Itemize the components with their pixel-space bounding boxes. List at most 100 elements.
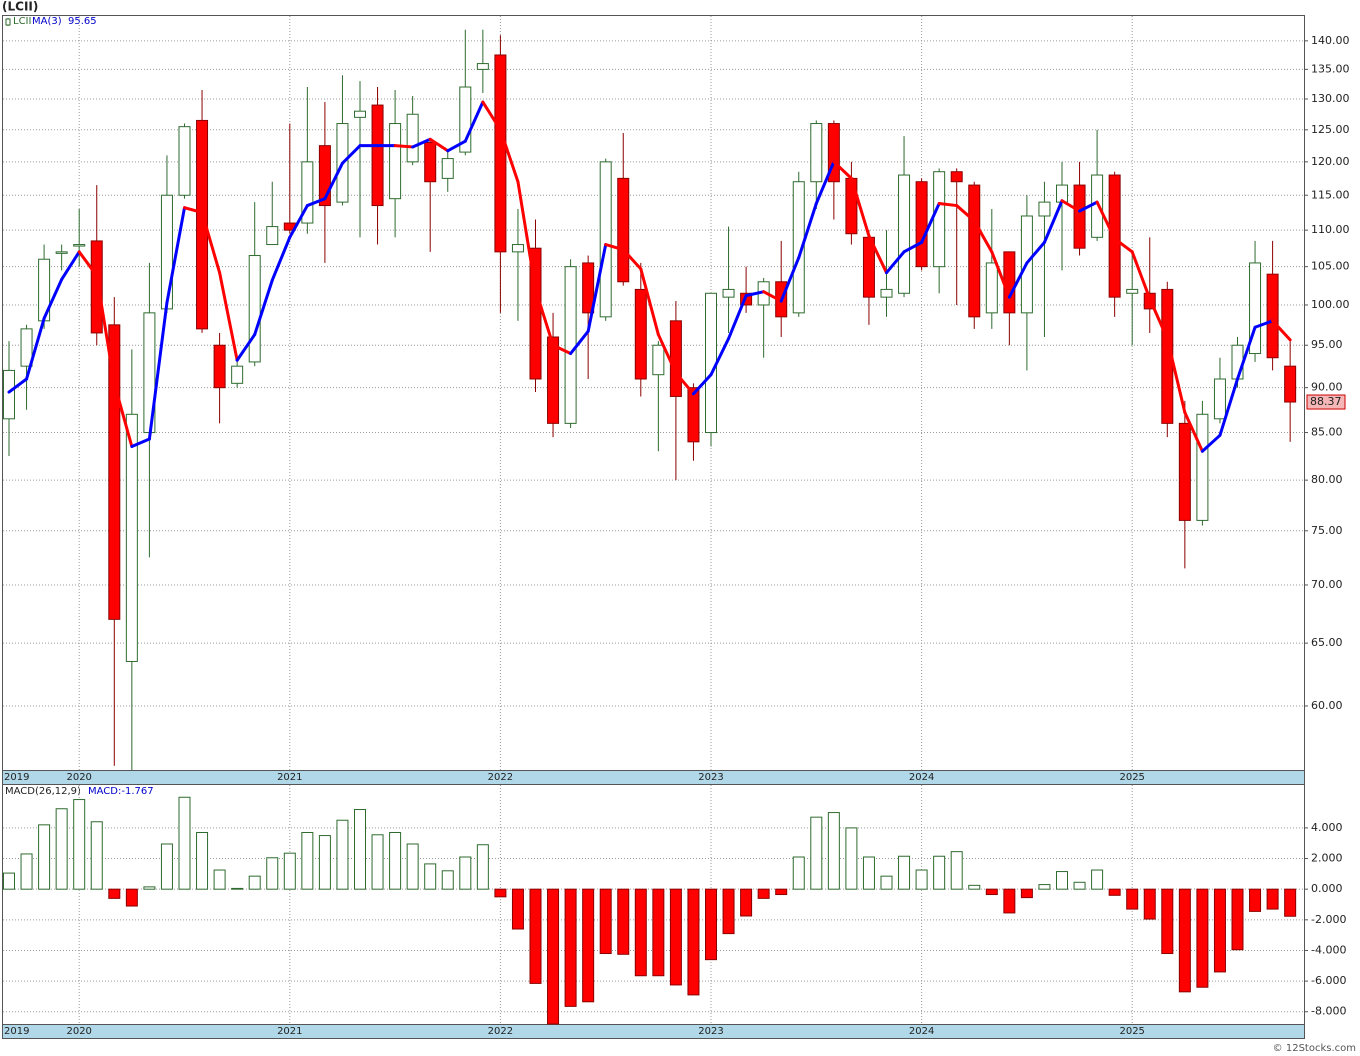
y-tick-label: 80.00 xyxy=(1311,473,1343,486)
date-bar xyxy=(2,1024,1305,1039)
macd-bar xyxy=(915,869,928,890)
candle-body xyxy=(880,288,893,298)
macd-bar xyxy=(371,834,384,890)
macd-bar xyxy=(511,888,524,930)
y-tick-label: 85.00 xyxy=(1311,426,1343,439)
y-tick-label: 75.00 xyxy=(1311,524,1343,537)
ma-line xyxy=(1042,199,1064,244)
ma-line xyxy=(516,180,537,291)
macd-bar xyxy=(617,888,630,955)
macd-bar xyxy=(494,888,507,898)
macd-bar xyxy=(1231,888,1244,951)
ma-line xyxy=(955,204,976,223)
candle-body xyxy=(1231,344,1244,380)
macd-bar xyxy=(845,827,858,890)
ma-line xyxy=(1130,250,1152,301)
x-tick-label: 2021 xyxy=(277,772,302,783)
macd-bar xyxy=(1091,869,1104,890)
ma-line xyxy=(902,240,924,254)
candle-body xyxy=(459,86,472,153)
candle-body xyxy=(687,387,700,443)
macd-bar xyxy=(1020,888,1033,899)
ma-line xyxy=(1007,261,1029,299)
ma-line xyxy=(235,333,257,362)
ma-line xyxy=(849,176,871,238)
y-tick-label: -6.000 xyxy=(1311,974,1346,987)
macd-bar xyxy=(476,844,489,890)
macd-bar xyxy=(143,886,156,890)
ma-line xyxy=(481,100,502,132)
macd-bar xyxy=(354,809,366,890)
macd-bar xyxy=(1003,888,1016,914)
candle-body xyxy=(178,126,191,196)
ma-line xyxy=(288,204,309,239)
y-tick-label: 140.00 xyxy=(1311,34,1350,47)
candle-body xyxy=(1213,378,1226,420)
candle-body xyxy=(494,54,507,253)
candle-body xyxy=(792,181,805,314)
candle-body xyxy=(248,255,261,363)
y-tick-label: -8.000 xyxy=(1311,1005,1346,1018)
macd-bar xyxy=(160,843,173,890)
ma-line xyxy=(814,160,836,205)
ma-line xyxy=(797,201,818,260)
x-tick-label: 2023 xyxy=(698,772,723,783)
ma-line xyxy=(1200,433,1222,453)
ma-line xyxy=(1095,200,1117,241)
y-tick-label: 2.000 xyxy=(1311,852,1343,865)
ma-line xyxy=(586,243,608,333)
candle-body xyxy=(1126,288,1139,294)
candle-body xyxy=(1196,413,1209,521)
macd-bar xyxy=(266,857,279,890)
macd-bar xyxy=(318,835,331,890)
macd-bar xyxy=(705,888,717,961)
ma-line xyxy=(1236,325,1257,381)
macd-bar xyxy=(968,884,981,890)
ma-line xyxy=(1113,237,1134,254)
macd-bar xyxy=(1249,888,1262,912)
chart-title: (LCII) xyxy=(2,0,38,14)
ma-line xyxy=(621,248,643,271)
macd-bar xyxy=(213,869,226,890)
macd-bar xyxy=(125,888,138,907)
candle-body xyxy=(266,226,279,246)
macd-bar xyxy=(547,888,560,1025)
macd-bar xyxy=(406,843,419,890)
macd-bar xyxy=(108,888,121,899)
candle-body xyxy=(669,320,682,397)
macd-bar xyxy=(652,888,665,977)
candle-body xyxy=(1073,184,1086,249)
ma-line xyxy=(1148,297,1169,341)
macd-bar xyxy=(564,888,577,1007)
macd-bar xyxy=(441,870,454,890)
candle-body xyxy=(231,365,244,384)
ma-line xyxy=(463,100,485,143)
ma-line xyxy=(779,256,801,303)
candle-body xyxy=(160,194,173,310)
ma-line xyxy=(972,219,994,254)
y-tick-label: 70.00 xyxy=(1311,578,1343,591)
ma-line xyxy=(1271,319,1292,342)
candle-body xyxy=(985,262,998,314)
ma-line xyxy=(340,144,362,165)
macd-bar xyxy=(459,856,472,890)
ma-line xyxy=(569,329,590,356)
macd-bar xyxy=(582,888,595,1003)
ma-line xyxy=(323,161,344,201)
candle-body xyxy=(318,145,331,207)
candle-body xyxy=(90,240,103,334)
ma-line xyxy=(77,250,99,278)
macd-bar xyxy=(1143,888,1156,920)
y-tick-label: 120.00 xyxy=(1311,155,1350,168)
candle-body xyxy=(1091,174,1104,238)
candle-body xyxy=(424,141,437,183)
macd-bar xyxy=(1196,888,1209,988)
ma-line xyxy=(7,377,29,394)
candle-body xyxy=(547,336,560,424)
ma-line xyxy=(639,267,660,337)
candle-body xyxy=(1284,365,1297,403)
legend-label: LCII xyxy=(13,16,31,27)
ma-line xyxy=(498,128,520,184)
macd-bar xyxy=(792,856,805,890)
